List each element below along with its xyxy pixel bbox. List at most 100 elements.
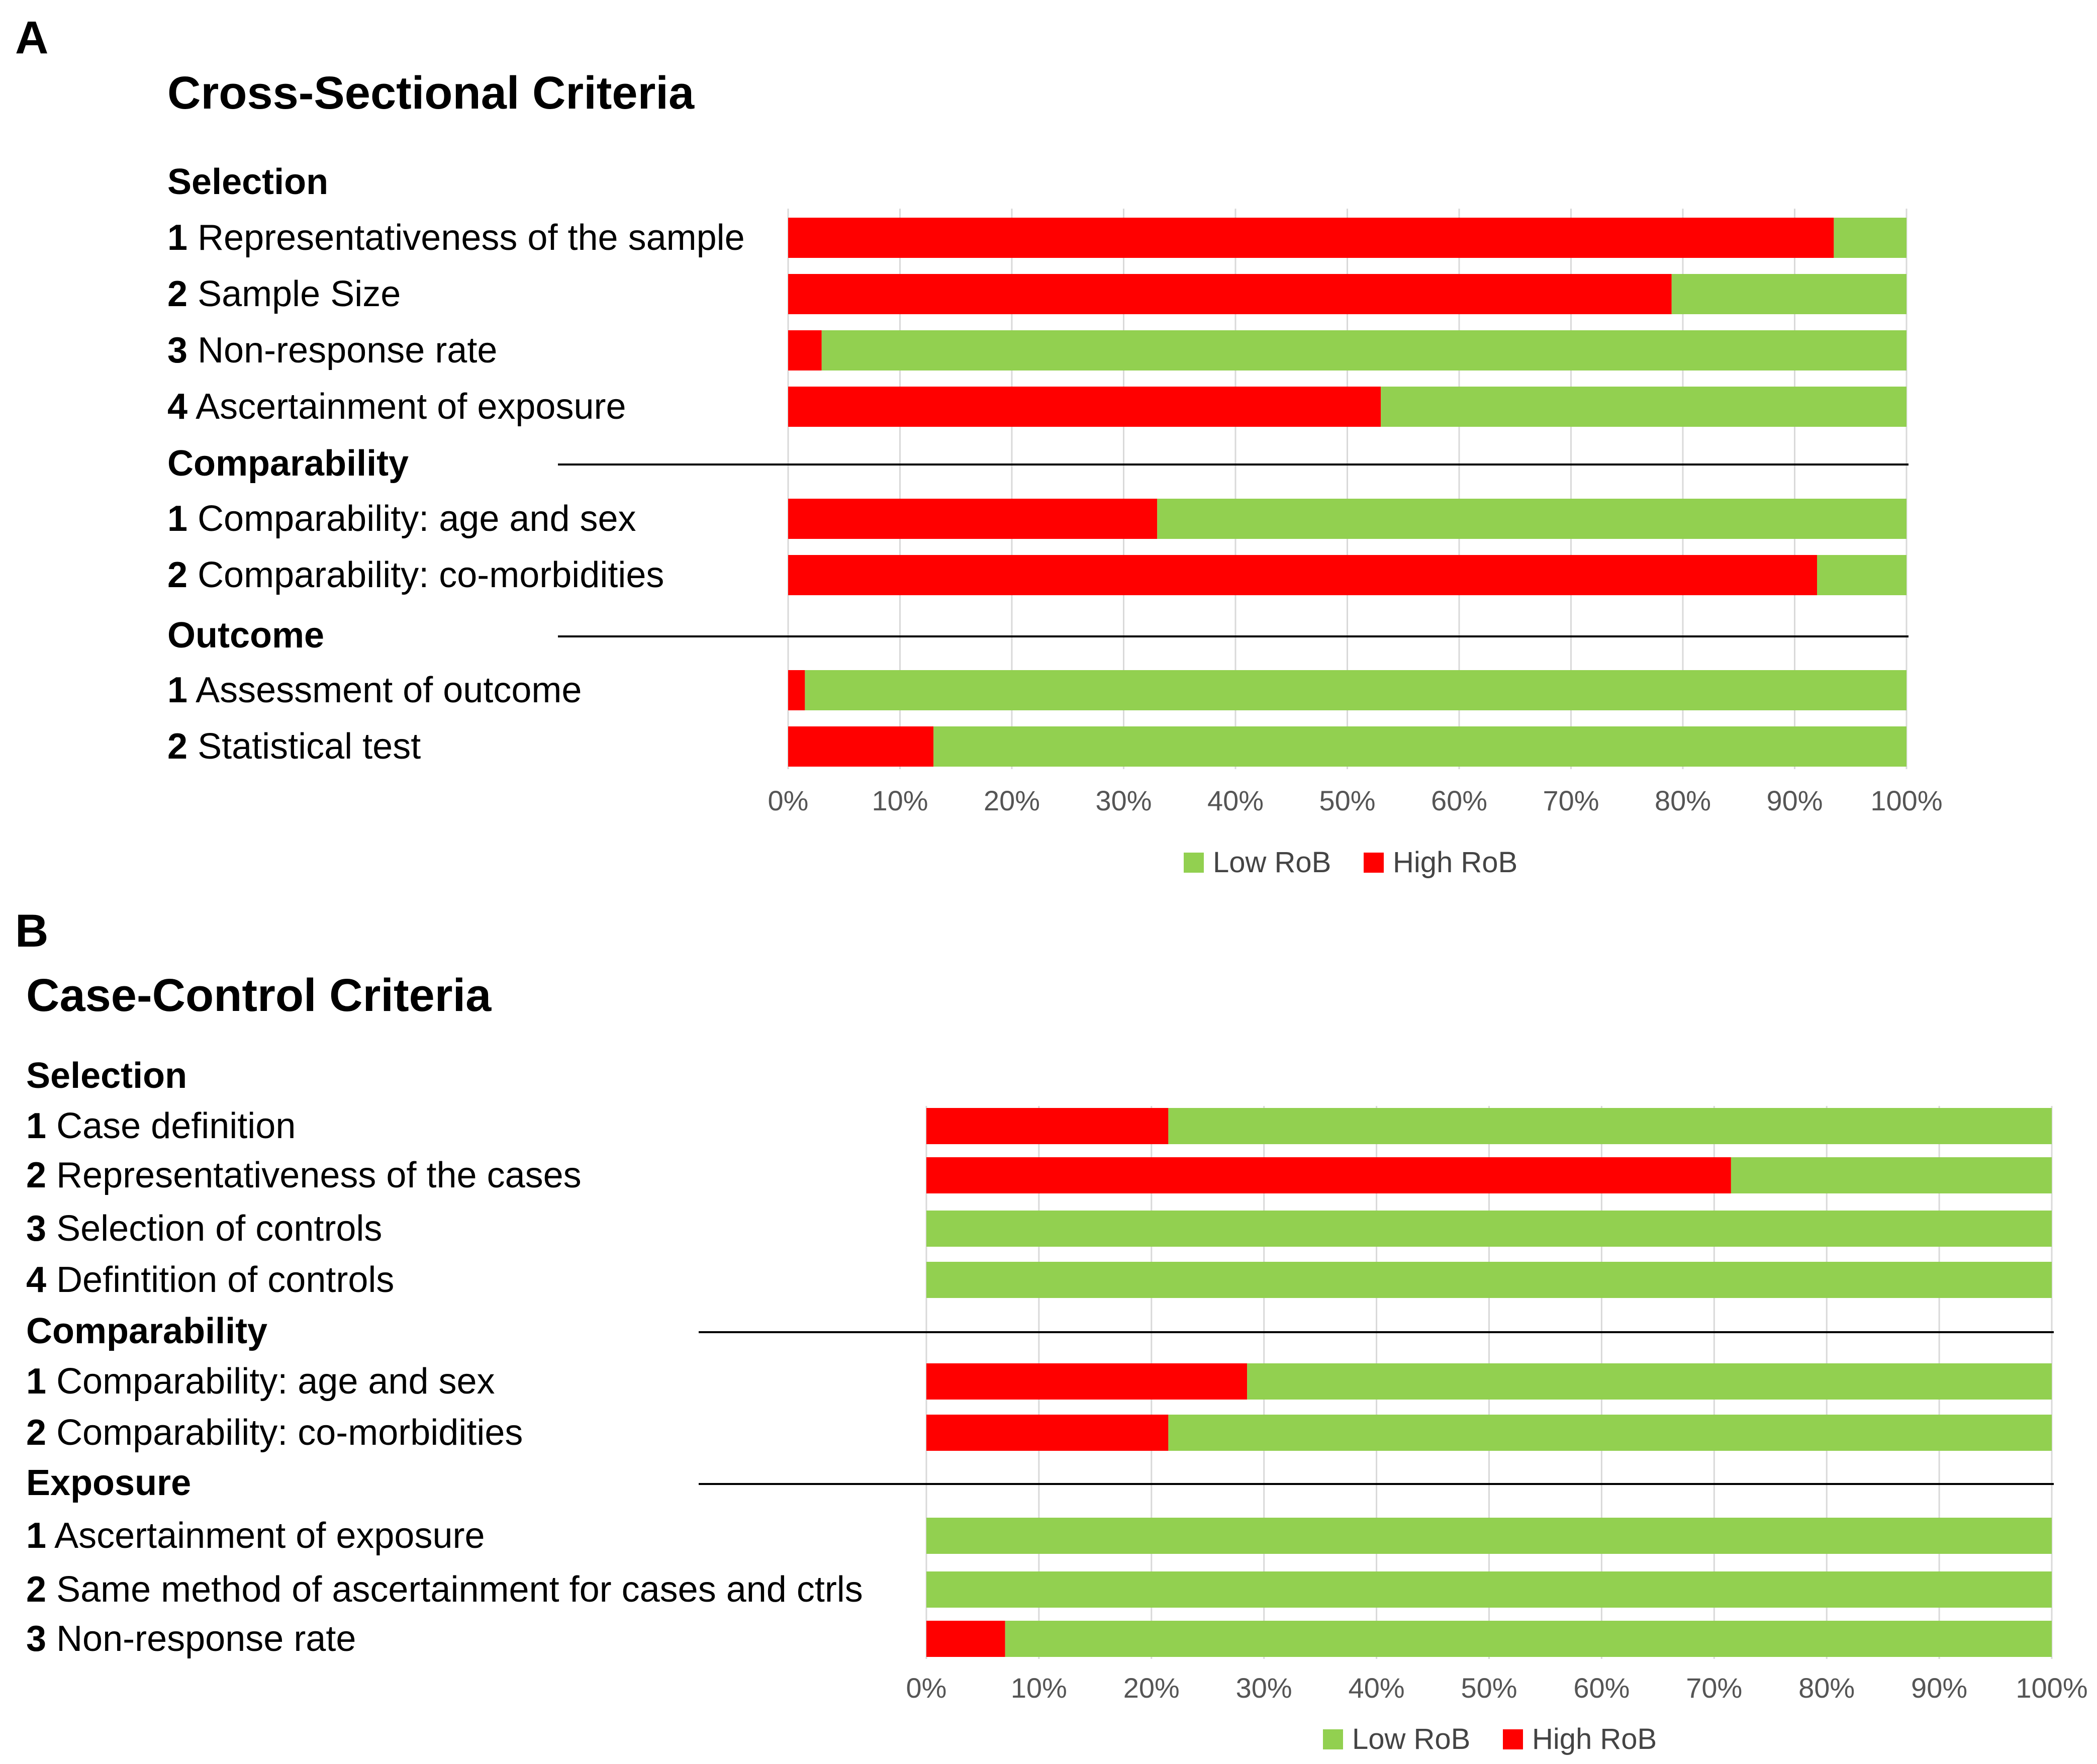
row-text: Comparability: age and sex	[198, 499, 636, 539]
row-number: 1	[167, 218, 188, 258]
row-number: 3	[167, 330, 188, 370]
bar-high-rob	[788, 387, 1381, 427]
bar-low-rob	[933, 726, 1907, 767]
row-text: Representativeness of the cases	[56, 1155, 582, 1195]
row-label: 1 Case definition	[26, 1108, 296, 1144]
bar-low-rob	[1005, 1621, 2052, 1657]
bar-low-rob	[821, 330, 1907, 370]
x-tick-label: 80%	[1798, 1672, 1855, 1704]
row-label: 2 Same method of ascertainment for cases…	[26, 1571, 863, 1608]
bar-low-rob	[926, 1518, 2052, 1554]
row-number: 1	[26, 1516, 47, 1556]
x-tick-label: 40%	[1207, 785, 1264, 816]
group-label: Selection	[26, 1056, 187, 1096]
bar-high-rob	[926, 1108, 1169, 1144]
bar-high-rob	[788, 218, 1834, 258]
row-number: 3	[26, 1209, 47, 1249]
row-text: Non-response rate	[198, 330, 498, 370]
bar-high-rob	[926, 1621, 1005, 1657]
row-number: 2	[26, 1569, 47, 1610]
legend-swatch-high	[1364, 853, 1384, 873]
legend-swatch-high	[1503, 1729, 1523, 1749]
row-label: 1 Ascertainment of exposure	[26, 1518, 485, 1554]
x-tick-label: 10%	[1010, 1672, 1067, 1704]
legend-label-low: Low RoB	[1352, 1723, 1471, 1755]
row-number: 4	[167, 387, 188, 427]
row-text: Representativeness of the sample	[198, 218, 745, 258]
x-tick-label: 30%	[1095, 785, 1152, 816]
legend-swatch-low	[1323, 1729, 1343, 1749]
row-label: 3 Non-response rate	[26, 1621, 356, 1657]
row-number: 2	[167, 726, 188, 767]
row-label: 1 Comparability: age and sex	[167, 501, 636, 537]
row-text: Comparability: co-morbidities	[56, 1413, 523, 1453]
x-tick-label: 50%	[1319, 785, 1376, 816]
bar-high-rob	[788, 555, 1817, 595]
row-text: Selection of controls	[56, 1209, 383, 1249]
bar-high-rob	[788, 726, 934, 767]
row-text: Comparability: co-morbidities	[198, 555, 664, 595]
x-tick-label: 0%	[768, 785, 809, 816]
bar-high-rob	[926, 1415, 1169, 1451]
x-tick-label: 40%	[1348, 1672, 1405, 1704]
row-label: 3 Selection of controls	[26, 1211, 382, 1247]
panel-letter: B	[15, 905, 49, 957]
bar-high-rob	[788, 670, 805, 710]
row-text: Ascertainment of exposure	[54, 1516, 485, 1556]
bar-low-rob	[1731, 1157, 2052, 1193]
row-number: 2	[167, 555, 188, 595]
legend-label-high: High RoB	[1393, 846, 1518, 879]
bar-high-rob	[926, 1157, 1731, 1193]
x-tick-label: 80%	[1654, 785, 1711, 816]
chart-title: Cross-Sectional Criteria	[167, 67, 695, 119]
bar-low-rob	[1381, 387, 1907, 427]
x-tick-label: 90%	[1911, 1672, 1968, 1704]
group-label: Exposure	[26, 1463, 192, 1503]
chart-title: Case-Control Criteria	[26, 970, 492, 1021]
bar-high-rob	[926, 1363, 1248, 1400]
group-label: Comparability	[167, 443, 409, 484]
bar-high-rob	[788, 330, 822, 370]
bar-low-rob	[805, 670, 1907, 710]
row-label: 2 Representativeness of the cases	[26, 1157, 582, 1193]
bar-low-rob	[926, 1211, 2052, 1247]
x-tick-label: 60%	[1431, 785, 1488, 816]
legend-label-high: High RoB	[1532, 1723, 1657, 1755]
row-text: Non-response rate	[56, 1619, 356, 1659]
bar-high-rob	[788, 274, 1672, 314]
row-text: Comparability: age and sex	[56, 1361, 495, 1402]
row-label: 1 Representativeness of the sample	[167, 220, 745, 256]
row-label: 4 Defintition of controls	[26, 1262, 394, 1298]
row-number: 1	[167, 670, 188, 710]
x-tick-label: 90%	[1766, 785, 1823, 816]
row-number: 4	[26, 1260, 47, 1300]
bar-low-rob	[1671, 274, 1907, 314]
x-tick-label: 100%	[2016, 1672, 2088, 1704]
x-tick-label: 70%	[1686, 1672, 1743, 1704]
bar-high-rob	[788, 499, 1158, 539]
row-text: Defintition of controls	[56, 1260, 395, 1300]
row-number: 1	[167, 499, 188, 539]
x-tick-label: 10%	[872, 785, 928, 816]
x-tick-label: 60%	[1573, 1672, 1630, 1704]
legend-label-low: Low RoB	[1213, 846, 1331, 879]
bar-low-rob	[1834, 218, 1907, 258]
row-label: 1 Assessment of outcome	[167, 672, 582, 708]
group-label: Selection	[167, 162, 329, 202]
bar-low-rob	[1247, 1363, 2052, 1400]
bar-low-rob	[926, 1262, 2052, 1298]
bar-low-rob	[1168, 1415, 2052, 1451]
row-number: 2	[26, 1413, 47, 1453]
bar-low-rob	[1168, 1108, 2052, 1144]
x-tick-label: 50%	[1461, 1672, 1517, 1704]
group-label: Outcome	[167, 615, 325, 656]
panel-letter: A	[15, 12, 49, 63]
group-label: Comparability	[26, 1311, 268, 1351]
row-number: 1	[26, 1106, 47, 1146]
row-number: 2	[167, 274, 188, 314]
row-text: Assessment of outcome	[196, 670, 582, 710]
bar-low-rob	[1817, 555, 1907, 595]
row-label: 2 Comparability: co-morbidities	[167, 557, 664, 593]
row-text: Same method of ascertainment for cases a…	[56, 1569, 863, 1610]
